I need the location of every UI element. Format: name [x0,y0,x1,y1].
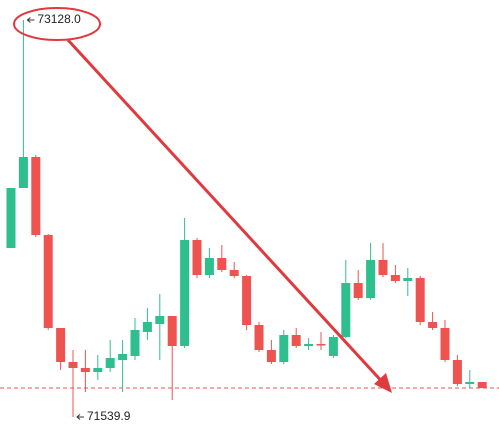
candle-body [291,335,301,346]
low-label: 71539.9 [87,409,131,423]
candle-body [142,322,152,332]
candle-body [366,260,376,298]
candle-body [6,188,16,248]
candle-body [180,240,190,346]
trend-arrow [66,38,388,388]
candle-body [80,368,90,372]
high-label: 73128.0 [37,12,81,26]
candle-body [378,260,388,275]
candle-body [229,270,239,276]
candle-body [304,344,314,346]
candle-body [465,382,475,384]
candle-body [254,325,264,350]
candle-body [452,360,462,384]
candle-body [403,278,413,281]
candle-body [155,316,165,324]
candle-body [118,354,128,360]
candle-body [279,335,289,362]
candle-body [242,276,252,325]
candle-body [43,235,53,328]
low-label-pointer-head [76,414,81,420]
candle-body [440,328,450,360]
candle-body [56,328,66,362]
highlight-ellipse [13,7,101,41]
candle-body [217,258,227,270]
candles [0,20,499,418]
candle-body [68,362,78,368]
candle-body [353,283,363,298]
candle-body [93,368,103,372]
candle-body [266,350,276,362]
candle-body [18,157,28,188]
candle-body [341,283,351,337]
trend-arrowhead [374,373,392,393]
annotation-drawing [13,7,392,393]
candle-body [390,275,400,281]
candle-body [477,382,487,388]
candle-body [204,258,214,275]
candle-body [415,278,425,322]
high-label-pointer-head [26,17,31,23]
candle-body [192,240,202,275]
candle-body [316,344,326,346]
candle-body [328,337,338,356]
candle-body [105,358,115,368]
candle-body [428,322,438,328]
candle-body [167,316,177,346]
candle-body [130,330,140,356]
candle-body [31,157,41,235]
